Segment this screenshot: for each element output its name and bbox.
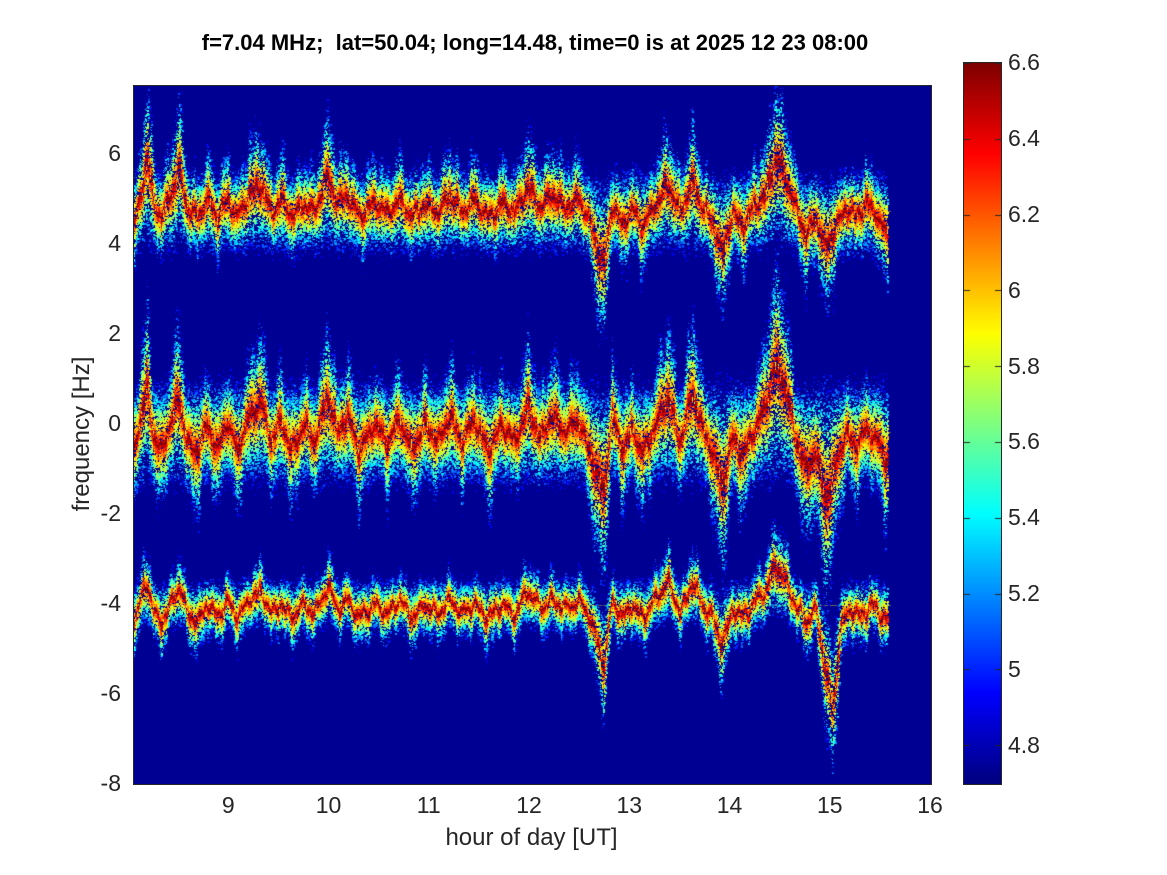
colorbar-tick-label: 4.8 (1008, 732, 1040, 759)
x-tick-label: 9 (221, 792, 235, 818)
x-axis-label: hour of day [UT] (445, 824, 618, 851)
y-tick-label: -6 (100, 679, 121, 706)
y-tick-label: -8 (100, 770, 121, 796)
y-tick-label: 0 (108, 409, 121, 436)
y-tick-label: 2 (108, 319, 121, 346)
spectrogram-heatmap-canvas (134, 86, 931, 784)
x-tick-label: 13 (616, 792, 643, 818)
colorbar-tick-label: 5.4 (1008, 504, 1040, 531)
colorbar-tick-label: 5.6 (1008, 428, 1040, 455)
y-tick-label: 4 (108, 229, 121, 256)
colorbar (963, 62, 1002, 785)
y-tick-label: -2 (100, 499, 121, 526)
colorbar-tick-label: 5.8 (1008, 352, 1040, 379)
colorbar-tick-label: 6.2 (1008, 200, 1040, 227)
plot-area (133, 85, 932, 785)
colorbar-gradient-canvas (964, 63, 1001, 784)
colorbar-tick-label: 6.6 (1008, 49, 1040, 75)
x-tick-label: 11 (416, 792, 441, 818)
x-tick-label: 16 (917, 792, 943, 818)
x-tick-label: 10 (315, 792, 342, 818)
x-tick-label: 14 (716, 792, 743, 818)
y-tick-label: -4 (100, 589, 121, 616)
x-tick-label: 15 (816, 792, 843, 818)
y-tick-label: 6 (108, 139, 121, 166)
colorbar-tick-label: 5 (1008, 656, 1021, 683)
chart-title: f=7.04 MHz; lat=50.04; long=14.48, time=… (201, 30, 869, 55)
colorbar-tick-label: 5.2 (1008, 580, 1040, 607)
colorbar-tick-label: 6.4 (1008, 124, 1040, 151)
colorbar-tick-label: 6 (1008, 276, 1021, 303)
x-tick-label: 12 (516, 792, 542, 818)
